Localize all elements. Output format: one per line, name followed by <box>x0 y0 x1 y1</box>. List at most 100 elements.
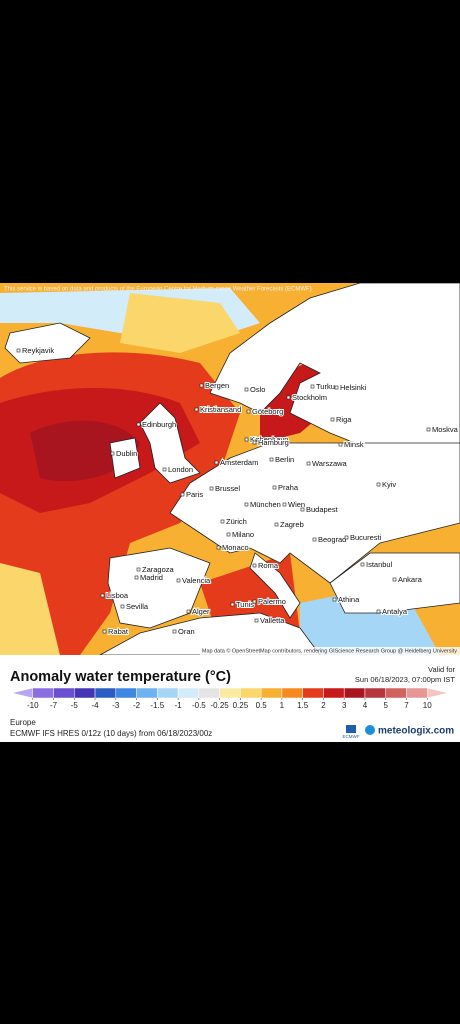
valid-label: Valid for <box>428 665 455 674</box>
city-label: København <box>250 435 288 444</box>
city-marker <box>338 442 343 447</box>
city-label: Göteborg <box>252 407 283 416</box>
legend-title: Anomaly water temperature (°C) <box>10 669 231 685</box>
city-label: Istanbul <box>366 560 393 569</box>
city-marker <box>186 609 191 614</box>
city-marker <box>254 618 259 623</box>
valid-time: Sun 06/18/2023, 07:00pm IST <box>355 675 455 684</box>
brand: meteologix.com <box>378 726 454 737</box>
city-label: Monaco <box>222 543 249 552</box>
city-label: Warszawa <box>312 459 348 468</box>
tick-label: 0.25 <box>233 701 249 710</box>
city-marker <box>274 522 279 527</box>
city-marker <box>120 604 125 609</box>
city-marker <box>246 409 251 414</box>
color-swatch <box>115 687 137 699</box>
region: Europe <box>10 718 36 727</box>
city-label: Rabat <box>108 627 129 636</box>
city-marker <box>194 407 199 412</box>
city-marker <box>282 502 287 507</box>
city-marker <box>344 535 349 540</box>
city-marker <box>102 629 107 634</box>
city-marker <box>306 461 311 466</box>
city-label: Zagreb <box>280 520 304 529</box>
city-marker <box>162 467 167 472</box>
model-info: ECMWF IFS HRES 0/12z (10 days) from 06/1… <box>10 729 212 738</box>
city-label: Brussel <box>215 484 240 493</box>
color-swatch <box>406 687 428 699</box>
city-label: Tunis <box>236 600 254 609</box>
city-label: Berlin <box>275 455 294 464</box>
city-label: Helsinki <box>340 383 367 392</box>
warm-anomaly <box>120 293 240 353</box>
tick-label: -1.5 <box>150 701 164 710</box>
city-label: Ankara <box>398 575 423 584</box>
city-label: Beograd <box>318 535 346 544</box>
tick-label: 4 <box>363 701 368 710</box>
city-label: Edinburgh <box>142 420 176 429</box>
city-label: Bucuresti <box>350 533 382 542</box>
city-labels: Reykjavik Bergen Oslo Stockholm Turku Helsink… <box>16 345 460 637</box>
ecmwf-logo <box>346 725 356 733</box>
city-label: Praha <box>278 483 299 492</box>
city-label: Kyiv <box>382 480 396 489</box>
city-label: Oslo <box>250 385 265 394</box>
city-marker <box>244 437 249 442</box>
city-label: Roma <box>258 561 279 570</box>
attribution-bg <box>200 647 460 655</box>
tick-label: 7 <box>404 701 409 710</box>
tick-label: -0.5 <box>192 701 206 710</box>
city-label: Dublin <box>116 449 137 458</box>
city-marker <box>216 545 221 550</box>
map: This service is based on data and produc… <box>0 283 460 655</box>
city-marker <box>392 577 397 582</box>
tick-label: -5 <box>71 701 79 710</box>
color-swatch <box>364 687 386 699</box>
city-marker <box>310 384 315 389</box>
city-marker <box>252 599 257 604</box>
city-label: Zaragoza <box>142 565 175 574</box>
warm-anomaly <box>0 563 60 655</box>
city-marker <box>286 395 291 400</box>
color-swatch <box>94 687 117 699</box>
city-label: Kristiansand <box>200 405 241 414</box>
city-marker <box>136 422 141 427</box>
city-label: Budapest <box>306 505 339 514</box>
city-marker <box>172 629 177 634</box>
city-marker <box>244 502 249 507</box>
city-marker <box>226 532 231 537</box>
city-label: Bergen <box>205 381 229 390</box>
city-label: Hamburg <box>258 438 289 447</box>
city-marker <box>214 460 219 465</box>
city-marker <box>376 482 381 487</box>
tick-label: 10 <box>423 701 432 710</box>
tick-label: -4 <box>91 701 99 710</box>
legend: Anomaly water temperature (°C) Valid for… <box>10 665 455 739</box>
tick-label: 0.5 <box>256 701 268 710</box>
city-marker <box>100 593 105 598</box>
tick-label: 2 <box>321 701 326 710</box>
city-marker <box>110 451 115 456</box>
city-marker <box>230 602 235 607</box>
city-marker <box>252 563 257 568</box>
tick-label: -2 <box>133 701 141 710</box>
city-label: Lisboa <box>106 591 129 600</box>
city-label: Reykjavik <box>22 346 54 355</box>
city-label: Antalya <box>382 607 408 616</box>
city-marker <box>16 348 21 353</box>
city-label: Wien <box>288 500 305 509</box>
tick-label: -3 <box>112 701 120 710</box>
city-label: Zürich <box>226 517 247 526</box>
city-marker <box>272 485 277 490</box>
map-attribution: Map data © OpenStreetMap contributors, r… <box>202 647 457 654</box>
city-label: Valletta <box>260 616 285 625</box>
city-label: Minsk <box>344 440 364 449</box>
tick-label: 1.5 <box>297 701 309 710</box>
city-label: Oran <box>178 627 195 636</box>
colorbar: -10 -7 -5 -4 -3 -2 -1.5 -1 -0.5 -0.25 0.25 0.5 1 1.5 2… <box>11 687 449 710</box>
warm-anomaly <box>30 420 140 482</box>
city-label: Milano <box>232 530 254 539</box>
city-marker <box>209 486 214 491</box>
tick-label: 1 <box>280 701 285 710</box>
city-label: Palermo <box>258 597 286 606</box>
